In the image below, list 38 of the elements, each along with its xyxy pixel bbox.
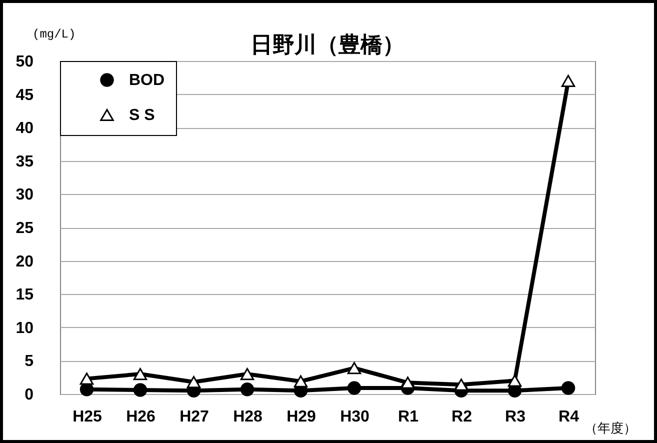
y-tick-label: 20 <box>16 253 34 270</box>
point <box>561 381 576 395</box>
chart-title: 日野川（豊橋） <box>250 32 404 57</box>
point <box>80 372 94 385</box>
y-tick-label: 25 <box>16 220 34 237</box>
point <box>240 368 254 380</box>
legend-label: BOD <box>129 72 165 89</box>
point <box>294 375 308 388</box>
y-tick-label: 45 <box>16 86 34 104</box>
y-tick-label: 30 <box>16 186 34 204</box>
y-tick-label: 15 <box>16 286 34 304</box>
x-tick-label: R4 <box>558 408 580 426</box>
y-axis-title: (mg/L) <box>32 28 76 42</box>
x-axis-title: （年度） <box>584 420 636 436</box>
legend-label: S S <box>129 107 156 124</box>
y-tick-label: 35 <box>16 153 34 170</box>
x-tick-label: H29 <box>286 408 316 426</box>
point <box>240 382 254 396</box>
y-tick-label: 10 <box>16 320 34 337</box>
point <box>133 368 148 380</box>
x-tick-label: H30 <box>340 408 370 426</box>
point <box>508 374 522 387</box>
point <box>347 381 362 395</box>
y-tick-label: 50 <box>16 54 34 70</box>
x-tick-label: R2 <box>452 408 472 426</box>
x-tick-label: H26 <box>126 408 156 426</box>
y-tick-label: 40 <box>16 120 34 138</box>
x-tick-label: H28 <box>233 408 263 426</box>
point <box>186 376 201 388</box>
x-tick-label: H27 <box>180 408 210 426</box>
x-tick-label: R1 <box>398 408 419 426</box>
point <box>561 74 576 88</box>
y-tick-label: 0 <box>24 386 34 404</box>
y-tick-label: 5 <box>24 353 34 370</box>
point <box>347 362 362 374</box>
point <box>133 383 148 397</box>
x-tick-label: H25 <box>72 408 102 426</box>
x-tick-label: R3 <box>505 408 526 426</box>
